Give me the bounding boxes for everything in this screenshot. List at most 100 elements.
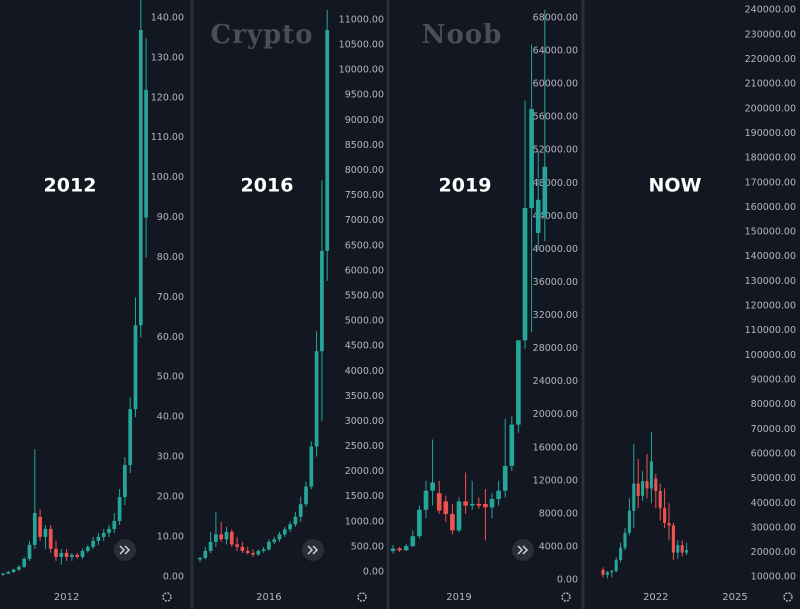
y-tick-label: 11000.00 — [339, 14, 384, 25]
y-tick-label: 40000.00 — [751, 498, 796, 509]
y-tick-label: 60000.00 — [533, 79, 578, 90]
candle-body — [229, 531, 234, 545]
y-tick-label: 20000.00 — [751, 547, 796, 558]
x-tick-label: 2019 — [446, 592, 471, 603]
candle-body — [476, 503, 482, 506]
y-tick-label: 140.00 — [151, 12, 184, 23]
y-tick-label: 3000.00 — [345, 416, 384, 427]
y-tick-label: 0.00 — [363, 566, 384, 577]
y-tick-label: 220000.00 — [745, 54, 796, 65]
candle-body — [309, 446, 314, 487]
candle-body — [430, 482, 435, 491]
candle-body — [17, 566, 21, 570]
y-tick-label: 12000.00 — [533, 475, 578, 486]
y-tick-label: 32000.00 — [533, 310, 578, 321]
candle-body — [91, 540, 95, 547]
scroll-button[interactable] — [114, 539, 136, 561]
y-tick-label: 70000.00 — [751, 424, 796, 435]
y-tick-label: 24000.00 — [533, 376, 578, 387]
y-tick-label: 80.00 — [157, 252, 184, 263]
candle-body — [483, 503, 488, 508]
y-tick-label: 210000.00 — [745, 79, 796, 90]
candle-body — [22, 558, 27, 567]
candle-body — [489, 499, 495, 508]
candle-body — [138, 29, 143, 326]
y-tick-label: 16000.00 — [533, 442, 578, 453]
candle-body — [107, 528, 111, 533]
y-tick-label: 90000.00 — [751, 375, 796, 386]
y-tick-label: 180000.00 — [745, 153, 796, 164]
y-tick-label: 110.00 — [151, 132, 184, 143]
candle-body — [403, 546, 409, 551]
candle-body — [320, 250, 324, 352]
candle-body — [235, 544, 239, 547]
y-tick-label: 130000.00 — [745, 276, 796, 287]
y-tick-label: 4000.00 — [345, 366, 384, 377]
y-tick-label: 10.00 — [157, 531, 184, 542]
candle-body — [314, 351, 319, 447]
y-tick-label: 1500.00 — [345, 491, 384, 502]
candle-body — [6, 572, 11, 574]
candle-body — [641, 481, 645, 496]
candle-body — [619, 547, 623, 560]
candle-body — [671, 525, 675, 553]
y-tick-label: 80000.00 — [751, 399, 796, 410]
candle-body — [649, 461, 653, 489]
y-tick-label: 9000.00 — [345, 115, 384, 126]
scroll-button[interactable] — [302, 539, 324, 561]
candle-body — [450, 513, 455, 531]
candle-body — [59, 552, 64, 557]
scroll-button[interactable] — [512, 539, 534, 561]
candle-body — [101, 532, 106, 537]
settings-icon[interactable] — [357, 592, 367, 602]
candle-body — [96, 536, 101, 541]
y-tick-label: 48000.00 — [533, 178, 578, 189]
y-tick-label: 7500.00 — [345, 190, 384, 201]
y-tick-label: 4500.00 — [345, 341, 384, 352]
candle-body — [267, 541, 271, 550]
candle-body — [390, 548, 396, 552]
y-tick-label: 100000.00 — [745, 350, 796, 361]
candle-body — [27, 544, 32, 559]
candle-body — [685, 550, 689, 553]
candle-body — [219, 534, 224, 540]
y-tick-label: 36000.00 — [533, 277, 578, 288]
y-tick-label: 30.00 — [157, 452, 184, 463]
x-tick-label: 2016 — [256, 592, 281, 603]
y-tick-label: 8000.00 — [539, 508, 578, 519]
y-tick-label: 5000.00 — [345, 316, 384, 327]
candle-body — [298, 504, 303, 517]
candle-body — [456, 501, 462, 531]
y-tick-label: 170000.00 — [745, 177, 796, 188]
y-tick-label: 90.00 — [157, 212, 184, 223]
y-tick-label: 9500.00 — [345, 90, 384, 101]
candle-body — [605, 572, 609, 575]
settings-icon[interactable] — [561, 592, 571, 602]
candle-body — [48, 528, 53, 549]
y-tick-label: 4000.00 — [539, 541, 578, 552]
y-tick-label: 10000.00 — [751, 572, 796, 583]
y-tick-label: 50000.00 — [751, 473, 796, 484]
y-tick-label: 240000.00 — [745, 5, 796, 16]
candle-body — [529, 108, 534, 209]
settings-icon[interactable] — [783, 592, 793, 602]
candle-body — [123, 465, 127, 497]
y-tick-label: 150000.00 — [745, 227, 796, 238]
y-tick-label: 0.00 — [557, 574, 578, 585]
candle-body — [198, 557, 202, 560]
y-tick-label: 2500.00 — [345, 441, 384, 452]
y-tick-label: 20.00 — [157, 491, 184, 502]
candle-body — [144, 89, 148, 218]
settings-icon[interactable] — [162, 592, 172, 602]
y-tick-label: 6500.00 — [345, 240, 384, 251]
candle-body — [469, 503, 475, 506]
y-tick-label: 230000.00 — [745, 29, 796, 40]
y-tick-label: 130.00 — [151, 52, 184, 63]
y-tick-label: 70.00 — [157, 292, 184, 303]
y-tick-label: 28000.00 — [533, 343, 578, 354]
y-tick-label: 30000.00 — [751, 522, 796, 533]
candle-body — [654, 478, 658, 491]
y-tick-label: 8000.00 — [345, 165, 384, 176]
candle-body — [112, 520, 117, 529]
candle-body — [496, 490, 501, 500]
